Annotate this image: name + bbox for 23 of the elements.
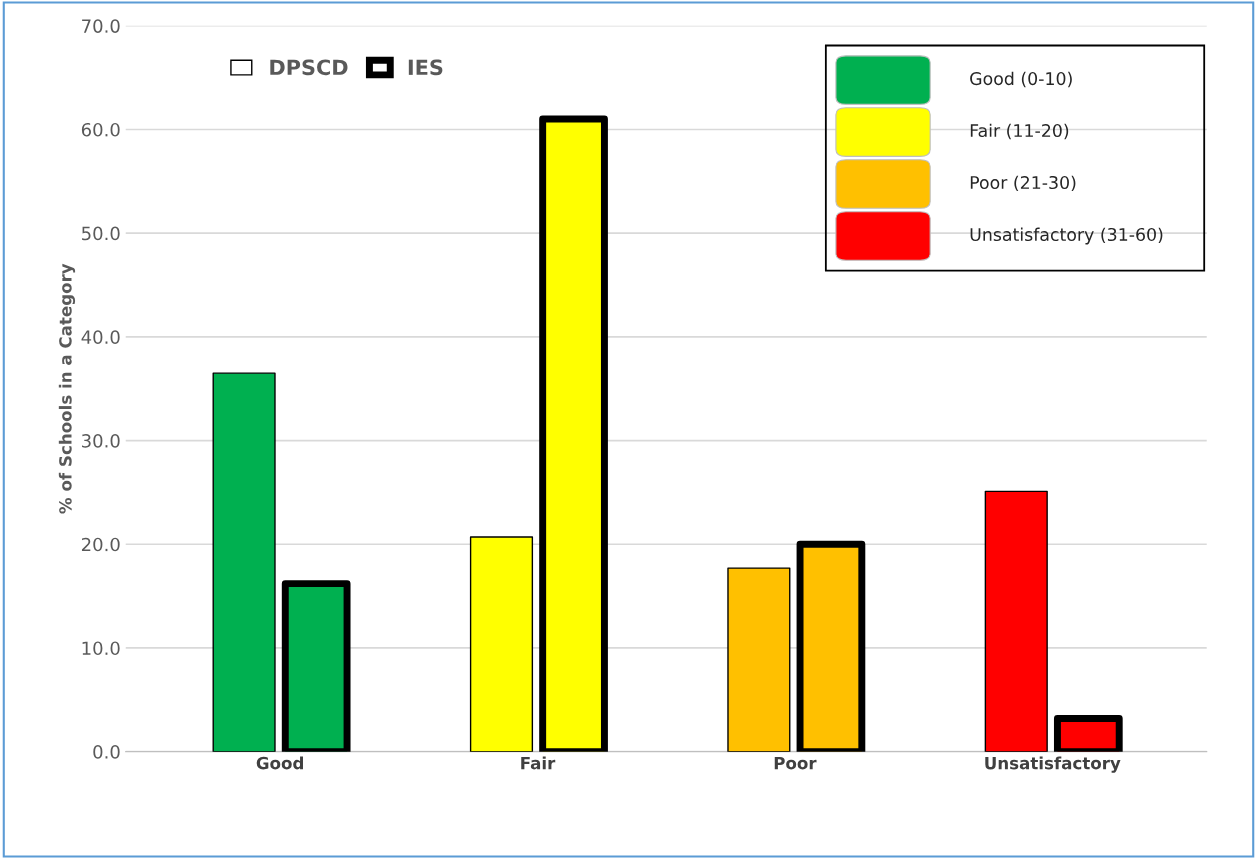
y-tick-label: 30.0: [82, 434, 120, 448]
x-tick-label: Unsatisfactory: [985, 756, 1121, 773]
x-tick-label: Fair: [521, 756, 556, 770]
y-tick-label: 10.0: [82, 641, 120, 656]
x-tick-label: Good: [256, 756, 303, 770]
annotation: Fair (11-20): [970, 123, 1069, 140]
y-tick-label: 0.0: [93, 745, 120, 759]
legend-label: DPSCD: [270, 59, 348, 76]
legend-label: IES: [408, 59, 443, 76]
bar: [984, 490, 1048, 752]
annotation: Unsatisfactory (31-60): [970, 227, 1163, 245]
y-tick-label: 20.0: [81, 537, 120, 552]
annotation: Poor (21-30): [970, 175, 1076, 192]
y-tick-label: 70.0: [82, 19, 120, 33]
bar: [469, 536, 534, 752]
x-tick-label: Poor: [774, 757, 817, 770]
bar: [212, 372, 276, 752]
y-axis-title: % of Schools in a Category: [58, 263, 76, 514]
y-tick-label: 40.0: [81, 330, 120, 344]
annotation: Good (0-10): [970, 71, 1072, 88]
y-tick-label: 60.0: [81, 122, 120, 137]
bar: [727, 567, 791, 752]
y-tick-label: 50.0: [82, 226, 120, 241]
